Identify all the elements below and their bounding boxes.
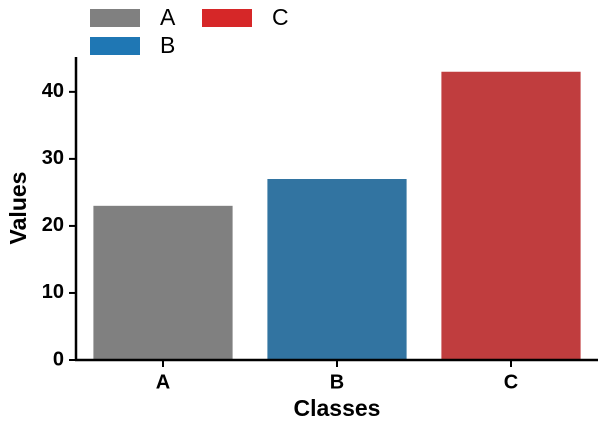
legend-label: C (272, 4, 289, 30)
legend-swatch (202, 9, 252, 27)
legend-swatch (90, 9, 140, 27)
bar (93, 205, 233, 360)
y-tick-label: 10 (42, 281, 64, 303)
legend-label: A (160, 4, 176, 30)
legend-swatch (90, 37, 140, 55)
x-tick-label: C (504, 371, 518, 393)
bar (267, 179, 407, 360)
y-tick-label: 40 (42, 80, 64, 102)
x-tick-label: A (156, 371, 170, 393)
y-tick-label: 20 (42, 214, 64, 236)
y-tick-label: 0 (53, 348, 64, 370)
y-axis-label: Values (5, 172, 31, 245)
x-axis-label: Classes (294, 395, 381, 421)
bar (441, 71, 581, 360)
x-tick-label: B (330, 371, 344, 393)
y-tick-label: 30 (42, 147, 64, 169)
legend-label: B (160, 32, 175, 58)
